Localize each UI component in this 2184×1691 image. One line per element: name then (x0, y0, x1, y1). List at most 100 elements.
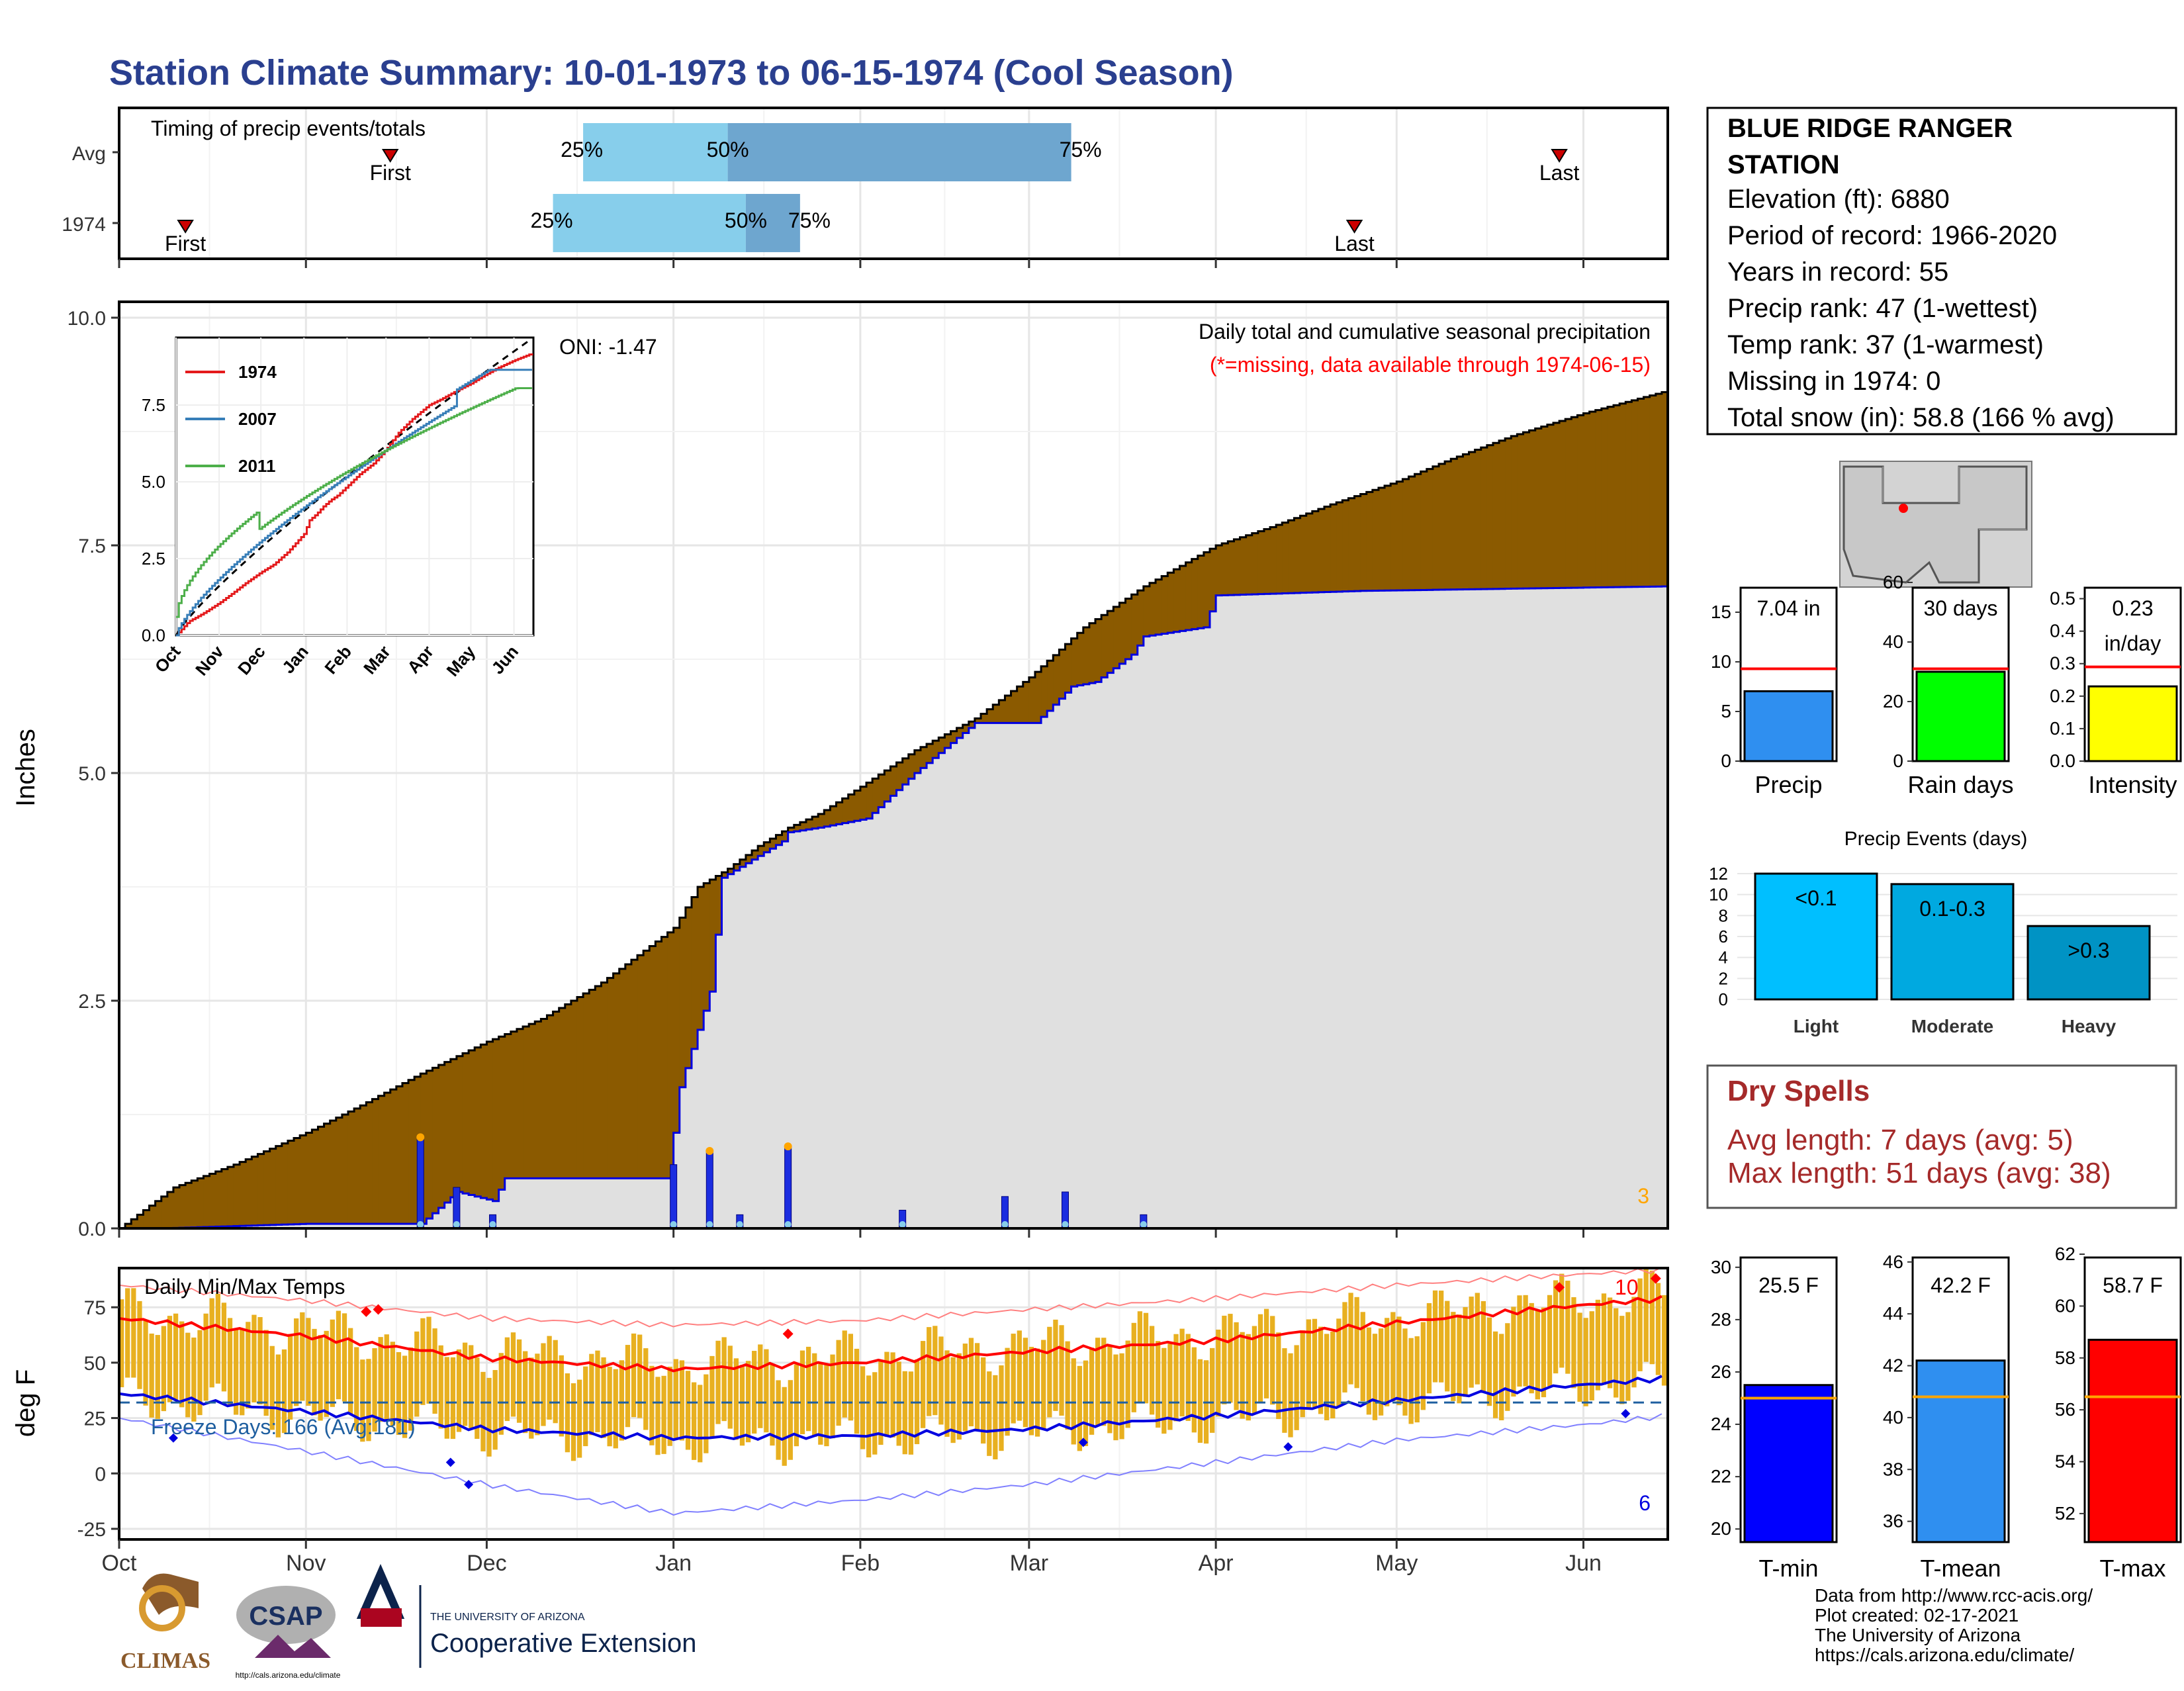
surplus-slice (372, 1099, 379, 1224)
surplus-slice (1342, 500, 1349, 592)
mini-bar-intensity: 0.0 0.1 0.2 0.3 0.4 0.5 0.23 in/day Intensity (2050, 586, 2182, 798)
temp-range-bar (1222, 1315, 1227, 1404)
inset-y-tick-0: 0.0 (142, 625, 165, 645)
temp-range-bar (444, 1357, 449, 1439)
surplus-slice (933, 741, 939, 758)
temp-range-bar (1390, 1312, 1396, 1402)
temp-range-bar (854, 1348, 860, 1434)
state-borders (1882, 467, 2026, 530)
surplus-slice (221, 1169, 228, 1227)
precip-events-tick: 12 (1709, 864, 1728, 884)
surplus-slice (1499, 440, 1506, 589)
temp-range-bar (1541, 1307, 1547, 1398)
temp-range-bar (727, 1346, 733, 1429)
summary-mini-bars: 0 5 10 15 7.04 in Precip 0 20 40 60 30 days Rain da… (1711, 572, 2182, 798)
surplus-slice (1625, 402, 1632, 587)
surplus-slice (1631, 400, 1639, 587)
surplus-slice (812, 817, 819, 829)
temp-range-bar (739, 1365, 745, 1446)
temp-bar-value (1743, 1384, 1834, 1543)
surplus-slice (227, 1167, 234, 1226)
temp-range-bar (733, 1358, 739, 1440)
surplus-slice (1125, 598, 1132, 659)
surplus-slice (1246, 535, 1253, 595)
temp-range-bar (179, 1321, 185, 1408)
surplus-slice (950, 731, 958, 743)
inset-frame (175, 336, 535, 637)
temp-range-bar (565, 1373, 570, 1453)
surplus-slice (1475, 449, 1482, 590)
surplus-slice (1005, 696, 1012, 723)
temp-range-bar (1661, 1295, 1667, 1386)
temp-range-bar (927, 1327, 932, 1416)
temp-bar-value (1915, 1359, 2006, 1543)
surplus-slice (504, 1034, 512, 1179)
surplus-slice (167, 1191, 174, 1228)
temp-range-bar (541, 1343, 546, 1426)
average-cumulative-line (119, 585, 1669, 1230)
surplus-slice (704, 883, 710, 1011)
mini-bar-tick: 60 (1883, 572, 1903, 592)
timing-first-marker-1974 (177, 220, 194, 234)
temp-range-bar (1342, 1302, 1347, 1393)
mini-bar-tick: 0.3 (2050, 653, 2075, 674)
temp-range-bar (1059, 1325, 1064, 1416)
timing-last-label-Avg: Last (1539, 161, 1580, 185)
temp-range-bar (420, 1318, 426, 1405)
temp-range-bar (619, 1360, 625, 1441)
temp-range-bar (872, 1372, 878, 1455)
precip-events-category-heavy: Heavy (2062, 1016, 2116, 1036)
temp-range-bar (306, 1318, 311, 1406)
surplus-slice (173, 1187, 180, 1228)
surplus-slice (462, 1053, 469, 1194)
temp-range-bar (890, 1352, 895, 1438)
surplus-slice (1661, 392, 1668, 587)
daily-precip-day-marker (1001, 1221, 1009, 1228)
precip-events-bar-label-light: <0.1 (1795, 886, 1837, 910)
temp-range-bar (1583, 1318, 1588, 1406)
surplus-slice (1414, 474, 1422, 590)
temp-range-bar (155, 1335, 160, 1419)
surplus-slice (1469, 451, 1476, 590)
csap-mountain (255, 1635, 331, 1658)
timing-text: 25% 50% 75% First Last 25% 50% 75% First Last (113, 138, 1585, 268)
surplus-slice (1385, 485, 1391, 591)
station-line-6: Total snow (in): 58.8 (166 % avg) (1727, 403, 2115, 432)
temp-range-bar (1240, 1332, 1245, 1419)
surplus-slice (1251, 533, 1259, 594)
surplus-slice (553, 1011, 560, 1179)
temp-range-bar (1270, 1316, 1275, 1405)
surplus-slice (805, 819, 813, 830)
temp-range-bar (1529, 1303, 1534, 1394)
temp-bar-tick: 22 (1711, 1466, 1731, 1486)
mini-bar-tick: 0.2 (2050, 686, 2075, 706)
temp-bar-top-label: 25.5 F (1758, 1273, 1819, 1297)
temp-range-bar (475, 1357, 480, 1440)
mini-bar-tick: 0.0 (2050, 751, 2075, 771)
surplus-slice (498, 1036, 506, 1190)
temp-range-bar (1324, 1334, 1330, 1420)
temp-range-bar (492, 1370, 498, 1450)
surplus-slice (613, 973, 620, 1179)
footer-line-0: Data from http://www.rcc-acis.org/ (1815, 1585, 2093, 1606)
temp-range-bar (595, 1350, 600, 1432)
month-label-0: Oct (102, 1551, 137, 1576)
temperature-summary-bars: 20 22 24 26 28 30 25.5 F T-min 36 38 40 42 44 46 42.2 … (1711, 1244, 2182, 1582)
surplus-slice (1366, 492, 1373, 591)
temp-y-tick-3: 50 (84, 1353, 106, 1375)
temp-range-bar (1053, 1319, 1058, 1411)
temp-bar-tick: 52 (2055, 1503, 2075, 1524)
surplus-slice (1210, 549, 1216, 612)
surplus-slice (1402, 479, 1410, 590)
surplus-slice (300, 1135, 306, 1224)
daily-precip-bar (784, 1146, 792, 1229)
timing-q50-Avg: 50% (707, 138, 749, 161)
timing-box-upper-1974 (745, 194, 800, 252)
temp-range-bar (432, 1328, 437, 1414)
mini-bar-tick: 0.1 (2050, 718, 2075, 739)
daily-precip-day-marker (1062, 1221, 1069, 1228)
record-high-marker-2 (782, 1328, 794, 1340)
legend-label-2007: 2007 (238, 409, 277, 429)
precip-frame (118, 300, 1669, 1230)
temp-range-bar (1143, 1312, 1149, 1404)
